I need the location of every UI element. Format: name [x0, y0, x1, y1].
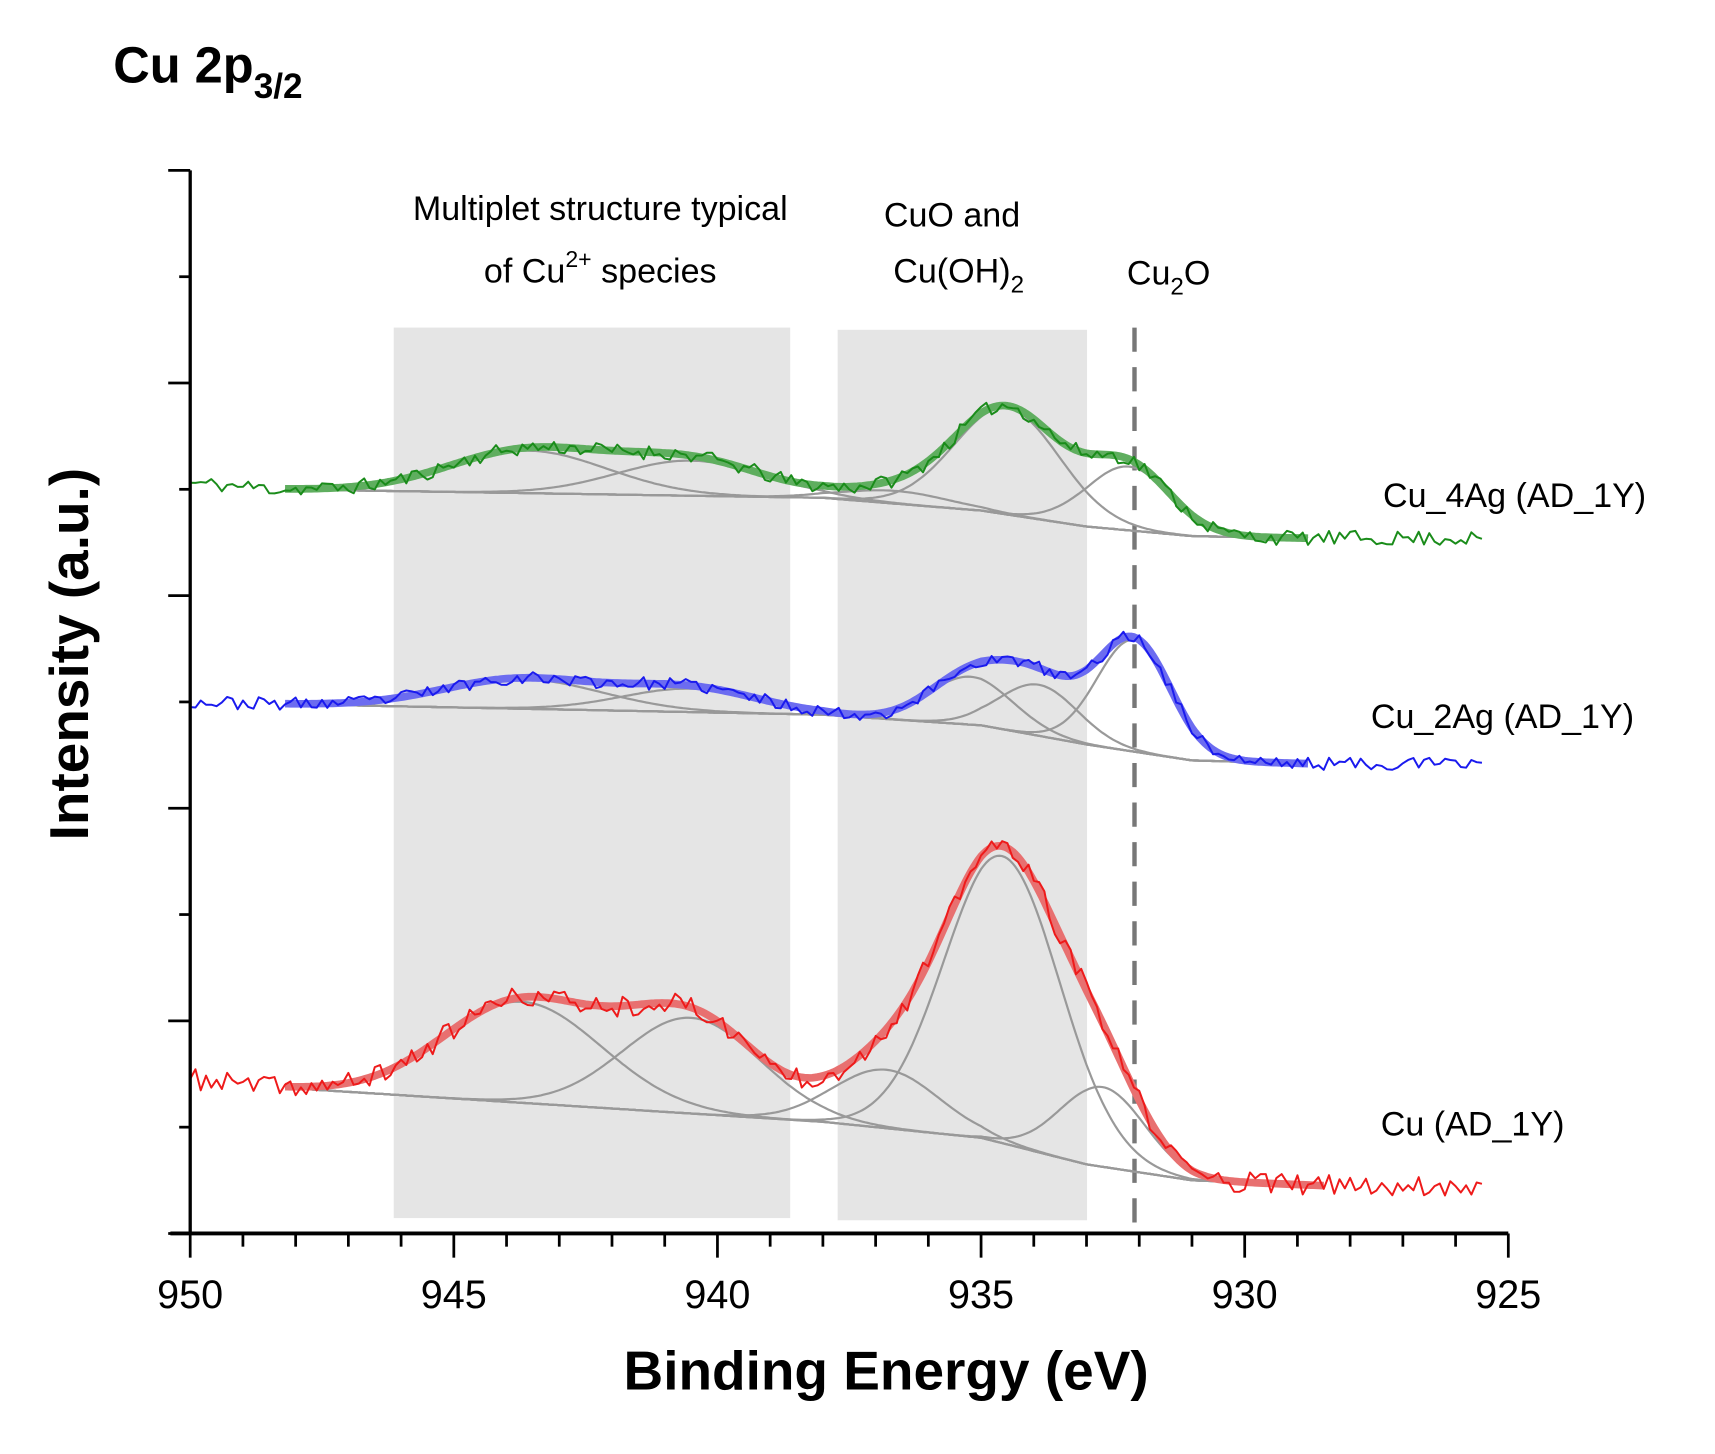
raw-data-line	[190, 401, 1483, 546]
x-tick-label: 945	[421, 1273, 487, 1317]
x-tick-label: 935	[948, 1273, 1014, 1317]
series-1	[190, 630, 1483, 771]
y-axis-title: Intensity (a.u.)	[38, 468, 100, 841]
axes: 950 945 940 935 930 925	[157, 169, 1541, 1317]
subscript: 2	[1170, 274, 1183, 301]
annotation-cuo-line1: CuO and	[884, 196, 1020, 234]
chart-title-subscript: 3/2	[254, 67, 303, 106]
series-label-cu-4ag: Cu_4Ag (AD_1Y)	[1383, 477, 1646, 515]
x-tick-label: 950	[157, 1273, 223, 1317]
chart-title: Cu 2p3/2	[113, 36, 302, 105]
annotation-multiplet-line2: of Cu2+ species	[484, 246, 717, 290]
shaded-region-2	[837, 329, 1088, 1221]
spectra	[189, 401, 1483, 1197]
subscript: 2	[1011, 271, 1024, 298]
shaded-regions	[393, 327, 1088, 1221]
shaded-region-1	[393, 327, 791, 1219]
series-label-cu-2ag: Cu_2Ag (AD_1Y)	[1371, 698, 1634, 736]
x-tick-label: 930	[1212, 1273, 1278, 1317]
series-0	[190, 401, 1483, 546]
series-label-cu: Cu (AD_1Y)	[1381, 1106, 1565, 1144]
raw-data-line	[190, 630, 1483, 771]
x-axis-title: Binding Energy (eV)	[624, 1340, 1149, 1402]
annotation-cuo-line2: Cu(OH)2	[893, 253, 1024, 299]
annotation-multiplet-line1: Multiplet structure typical	[413, 190, 788, 228]
fit-component-5	[284, 1085, 1324, 1187]
raw-data-line	[189, 840, 1483, 1197]
x-tick-label: 940	[684, 1273, 750, 1317]
superscript: 2+	[565, 246, 591, 272]
fit-envelope	[283, 841, 1325, 1190]
series-2	[189, 840, 1483, 1197]
x-tick-label: 925	[1475, 1273, 1541, 1317]
annotation-cu2o: Cu2O	[1127, 255, 1211, 301]
fit-component-5	[285, 465, 1309, 540]
